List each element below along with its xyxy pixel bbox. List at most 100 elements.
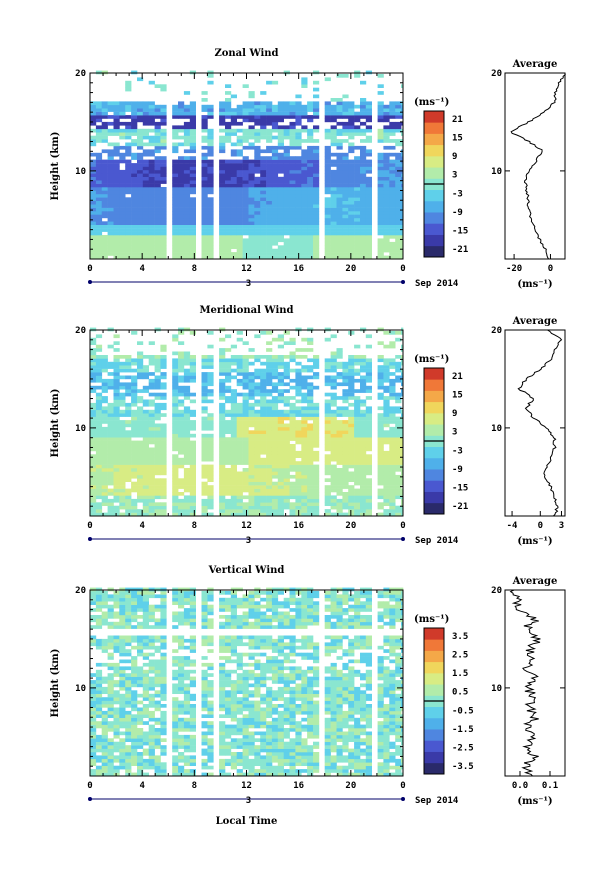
heatmap-cell: [277, 200, 284, 205]
heatmap-cell: [383, 183, 390, 188]
heatmap-cell: [90, 505, 97, 510]
heatmap-cell: [354, 197, 361, 201]
heatmap-cell: [131, 444, 138, 448]
heatmap-cell: [313, 193, 320, 198]
heatmap-cell: [354, 361, 361, 366]
heatmap-cell: [131, 358, 138, 363]
heatmap-cell: [271, 447, 279, 452]
heatmap-cell: [160, 355, 167, 359]
heatmap-cell: [242, 193, 249, 198]
heatmap-cell: [348, 389, 355, 393]
heatmap-cell: [401, 187, 404, 191]
heatmap-cell: [189, 471, 196, 476]
heatmap-cell: [107, 183, 114, 188]
heatmap-cell: [131, 211, 138, 215]
heatmap-cell: [401, 163, 404, 167]
heatmap-cell: [131, 402, 138, 407]
heatmap-cell: [301, 478, 308, 482]
heatmap-cell: [207, 492, 214, 496]
heatmap-cell: [113, 211, 120, 215]
heatmap-cell: [119, 217, 126, 222]
heatmap-cell: [354, 224, 361, 229]
heatmap-cell: [277, 382, 284, 387]
heatmap-cell: [131, 217, 138, 222]
heatmap-cell: [119, 457, 126, 462]
heatmap-cell: [242, 248, 249, 253]
heatmap-cell: [154, 190, 161, 195]
heatmap-cell: [207, 183, 214, 188]
heatmap-cell: [354, 396, 361, 400]
heatmap-cell: [377, 495, 384, 500]
heatmap-cell: [154, 176, 161, 181]
heatmap-cell: [360, 437, 367, 441]
heatmap-cell: [330, 409, 337, 414]
heatmap-cell: [260, 224, 267, 229]
heatmap-cell: [90, 159, 97, 164]
heatmap-cell: [401, 461, 404, 465]
heatmap-cell: [336, 104, 343, 109]
heatmap-cell: [125, 163, 132, 167]
heatmap-cell: [131, 738, 138, 742]
heatmap-cell: [125, 423, 132, 428]
heatmap-cell: [137, 159, 144, 164]
heatmap-cell: [248, 228, 255, 232]
heatmap-cell: [142, 762, 149, 766]
heatmap-cell: [401, 139, 404, 143]
heatmap-cell: [219, 245, 226, 249]
heatmap-cell: [230, 416, 237, 421]
heatmap-cell: [295, 478, 302, 482]
heatmap-cell: [242, 355, 249, 359]
heatmap-cell: [219, 512, 226, 517]
heatmap-cell: [360, 447, 367, 452]
heatmap-cell: [90, 498, 97, 503]
heatmap-cell: [377, 413, 384, 417]
heatmap-cell: [113, 145, 120, 150]
heatmap-cell: [336, 238, 343, 243]
heatmap-cell: [183, 762, 191, 766]
heatmap-cell: [266, 505, 273, 510]
heatmap-cell: [365, 204, 372, 208]
heatmap-cell: [360, 416, 367, 421]
heatmap-cell: [236, 108, 243, 112]
heatmap-cell: [277, 139, 284, 143]
heatmap-cell: [336, 74, 343, 78]
heatmap-cell: [354, 231, 361, 236]
heatmap-cell: [248, 752, 255, 756]
heatmap-cell: [301, 255, 308, 260]
heatmap-cell: [172, 115, 179, 119]
heatmap-cell: [365, 183, 372, 188]
heatmap-cell: [225, 235, 232, 239]
heatmap-cell: [266, 217, 273, 222]
heatmap-cell: [266, 166, 273, 171]
heatmap-cell: [260, 238, 267, 243]
heatmap-cell: [160, 200, 167, 205]
heatmap-cell: [137, 485, 144, 489]
heatmap-cell: [160, 145, 167, 150]
heatmap-cell: [295, 327, 302, 332]
heatmap-cell: [342, 502, 349, 506]
heatmap-cell: [90, 348, 97, 352]
heatmap-cell: [401, 152, 404, 157]
heatmap-cell: [113, 245, 120, 249]
heatmap-cell: [230, 509, 237, 513]
heatmap-cell: [260, 450, 267, 455]
heatmap-cell: [277, 204, 284, 208]
heatmap-cell: [383, 128, 390, 133]
heatmap-cell: [324, 211, 331, 215]
heatmap-cell: [254, 392, 261, 397]
heatmap-cell: [383, 406, 390, 411]
heatmap-cell: [307, 382, 314, 387]
heatmap-cell: [154, 430, 161, 434]
heatmap-cell: [324, 327, 331, 332]
heatmap-cell: [365, 372, 372, 376]
heatmap-cell: [401, 128, 404, 133]
heatmap-cell: [377, 440, 384, 445]
heatmap-cell: [266, 392, 273, 397]
heatmap-cell: [301, 485, 308, 489]
heatmap-cell: [95, 193, 103, 198]
heatmap-cell: [283, 238, 290, 243]
heatmap-cell: [377, 169, 384, 174]
heatmap-cell: [307, 149, 314, 154]
heatmap-cell: [95, 348, 103, 352]
heatmap-cell: [131, 104, 138, 109]
